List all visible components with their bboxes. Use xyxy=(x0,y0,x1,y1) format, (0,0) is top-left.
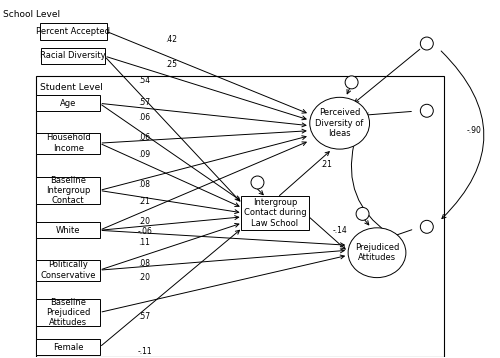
Circle shape xyxy=(420,104,434,117)
FancyBboxPatch shape xyxy=(241,196,309,230)
Text: .25: .25 xyxy=(166,60,177,69)
Text: Politically
Conservative: Politically Conservative xyxy=(40,261,96,280)
FancyBboxPatch shape xyxy=(36,133,100,154)
Text: Prejudiced
Attitudes: Prejudiced Attitudes xyxy=(355,243,399,262)
Text: Age: Age xyxy=(60,99,76,108)
Text: -.90: -.90 xyxy=(466,126,481,135)
Circle shape xyxy=(356,207,369,220)
Text: .11: .11 xyxy=(138,238,150,247)
Text: Baseline
Intergroup
Contact: Baseline Intergroup Contact xyxy=(46,175,90,205)
Text: Percent Accepted: Percent Accepted xyxy=(36,26,110,35)
Circle shape xyxy=(345,76,358,89)
Text: Household
Income: Household Income xyxy=(46,134,90,153)
Text: .20: .20 xyxy=(138,217,150,226)
Text: .09: .09 xyxy=(138,150,150,159)
FancyBboxPatch shape xyxy=(36,339,100,355)
FancyBboxPatch shape xyxy=(40,23,106,39)
Circle shape xyxy=(251,176,264,189)
Circle shape xyxy=(420,37,434,50)
FancyBboxPatch shape xyxy=(36,260,100,281)
Text: .06: .06 xyxy=(138,133,150,142)
Ellipse shape xyxy=(348,228,406,277)
FancyBboxPatch shape xyxy=(36,299,100,326)
Text: .20: .20 xyxy=(138,273,150,282)
Text: School Level: School Level xyxy=(4,10,60,19)
Text: .08: .08 xyxy=(138,180,150,189)
Text: .54: .54 xyxy=(138,76,150,85)
Circle shape xyxy=(420,220,434,233)
Text: Intergroup
Contact during
Law School: Intergroup Contact during Law School xyxy=(244,198,306,228)
Text: -.11: -.11 xyxy=(138,347,152,356)
Text: Baseline
Prejudiced
Attitudes: Baseline Prejudiced Attitudes xyxy=(46,297,90,327)
Text: Perceived
Diversity of
Ideas: Perceived Diversity of Ideas xyxy=(316,108,364,138)
Text: Racial Diversity: Racial Diversity xyxy=(40,52,106,61)
Text: .57: .57 xyxy=(138,312,150,321)
Text: .06: .06 xyxy=(138,113,150,122)
Text: -.14: -.14 xyxy=(332,226,347,235)
Text: Female: Female xyxy=(53,343,84,352)
Text: -.06: -.06 xyxy=(138,227,153,236)
FancyBboxPatch shape xyxy=(41,48,106,64)
Text: .08: .08 xyxy=(138,259,150,268)
Text: .57: .57 xyxy=(138,98,150,107)
Text: .42: .42 xyxy=(166,35,177,44)
Text: .21: .21 xyxy=(138,197,150,207)
FancyBboxPatch shape xyxy=(36,177,100,204)
FancyBboxPatch shape xyxy=(36,95,100,111)
Text: White: White xyxy=(56,226,80,235)
FancyBboxPatch shape xyxy=(36,222,100,238)
Text: .21: .21 xyxy=(320,160,332,169)
Text: Student Level: Student Level xyxy=(40,83,102,92)
Ellipse shape xyxy=(310,97,370,149)
FancyBboxPatch shape xyxy=(36,76,444,357)
